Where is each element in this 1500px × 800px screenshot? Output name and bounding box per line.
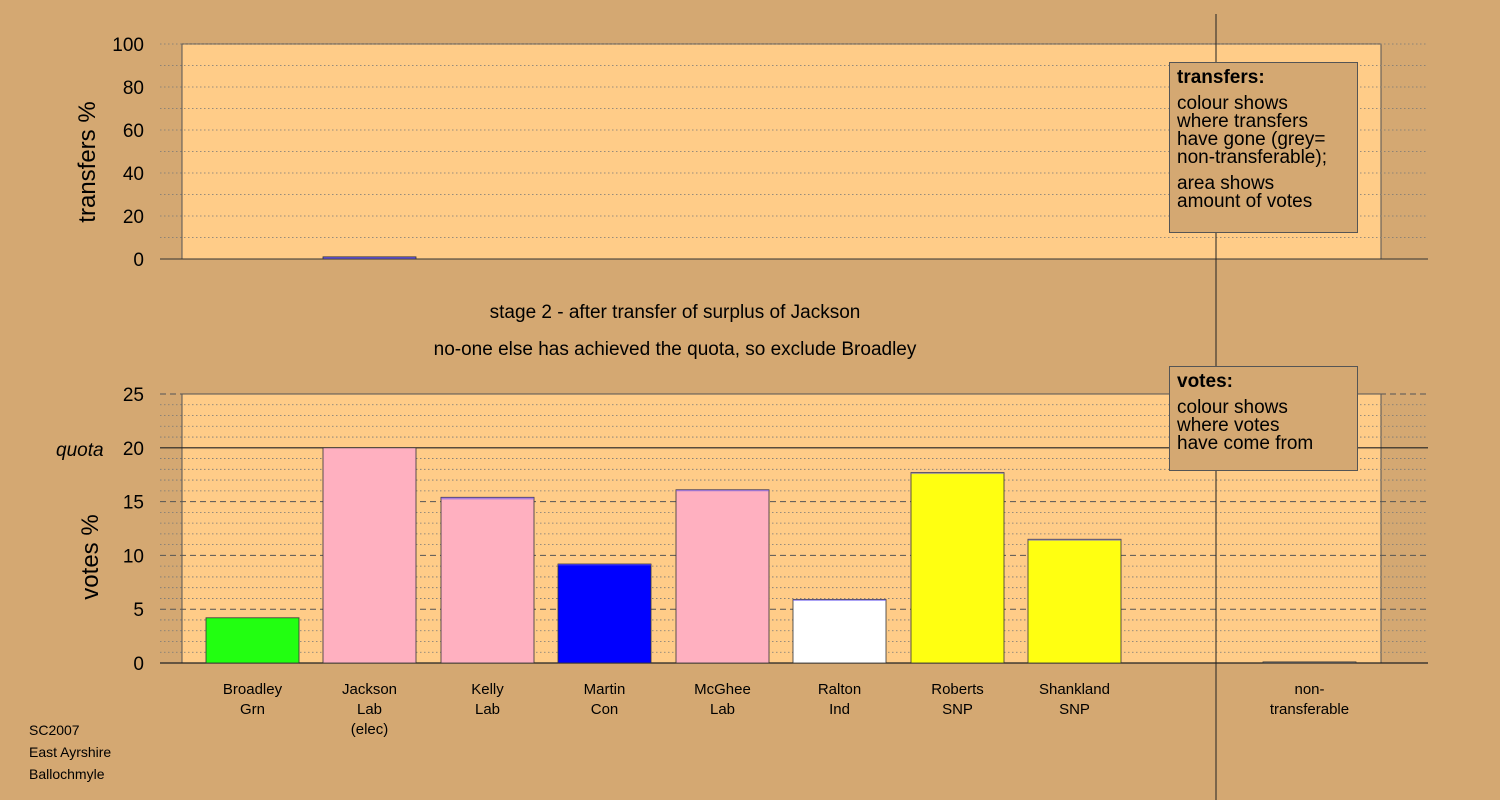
transfers-legend: transfers: colour shows where transfers … bbox=[1169, 62, 1358, 233]
category-label: Ralton bbox=[818, 681, 861, 698]
transfers-legend-title: transfers: bbox=[1177, 67, 1265, 88]
vote-bar bbox=[205, 617, 300, 664]
category-label: Lab bbox=[710, 701, 735, 718]
transfers-legend-text-6: amount of votes bbox=[1177, 191, 1313, 212]
votes-y-tick-label: 25 bbox=[123, 385, 144, 406]
transfers-legend-text-1: colour shows bbox=[1177, 93, 1288, 114]
vote-bar bbox=[910, 472, 1005, 664]
transfers-y-tick-label: 100 bbox=[112, 35, 144, 56]
votes-y-tick-label: 20 bbox=[123, 439, 144, 460]
category-label: McGhee bbox=[694, 681, 751, 698]
exclusion-subtitle: no-one else has achieved the quota, so e… bbox=[434, 339, 917, 360]
vote-transfer-segment bbox=[793, 599, 886, 602]
vote-bar bbox=[1262, 661, 1357, 664]
category-label: Martin bbox=[584, 681, 626, 698]
election-footer: SC2007 East Ayrshire Ballochmyle bbox=[29, 719, 111, 785]
category-label: non- bbox=[1294, 681, 1324, 698]
category-label: transferable bbox=[1270, 701, 1349, 718]
category-label: Jackson bbox=[342, 681, 397, 698]
category-label: Kelly bbox=[471, 681, 504, 698]
votes-legend-text-2: where votes bbox=[1177, 415, 1280, 436]
category-label: SNP bbox=[1059, 701, 1090, 718]
category-label: Broadley bbox=[223, 681, 283, 698]
vote-bar bbox=[792, 599, 887, 664]
vote-bar bbox=[557, 563, 652, 664]
vote-bar bbox=[675, 489, 770, 664]
votes-legend-text-1: colour shows bbox=[1177, 397, 1288, 418]
category-label: SNP bbox=[942, 701, 973, 718]
vote-transfer-segment bbox=[1028, 539, 1121, 541]
transfers-legend-text-4: non-transferable); bbox=[1177, 147, 1327, 168]
votes-y-tick-label: 10 bbox=[123, 546, 144, 567]
category-label: Shankland bbox=[1039, 681, 1110, 698]
transfers-legend-text-5: area shows bbox=[1177, 173, 1275, 194]
footer-ward: Ballochmyle bbox=[29, 766, 105, 782]
category-label: Grn bbox=[240, 701, 265, 718]
vote-transfer-segment bbox=[911, 472, 1004, 475]
quota-label: quota bbox=[56, 440, 104, 461]
footer-election-code: SC2007 bbox=[29, 722, 80, 738]
votes-legend-title: votes: bbox=[1177, 371, 1233, 392]
transfers-y-tick-label: 40 bbox=[123, 164, 144, 185]
transfers-legend-text-3: have gone (grey= bbox=[1177, 129, 1326, 150]
category-label: Lab bbox=[475, 701, 500, 718]
votes-legend-text-3: have come from bbox=[1177, 433, 1314, 454]
category-label: Roberts bbox=[931, 681, 984, 698]
category-label: Ind bbox=[829, 701, 850, 718]
vote-transfer-segment bbox=[441, 497, 534, 500]
transfers-y-tick-label: 80 bbox=[123, 78, 144, 99]
bottom-y-axis-label: votes % bbox=[77, 514, 104, 599]
transfers-legend-text-2: where transfers bbox=[1177, 111, 1308, 132]
votes-y-tick-label: 5 bbox=[133, 600, 144, 621]
vote-bar bbox=[1027, 538, 1122, 664]
category-label: (elec) bbox=[351, 721, 389, 738]
transfers-y-tick-label: 20 bbox=[123, 207, 144, 228]
category-label: Lab bbox=[357, 701, 382, 718]
vote-transfer-segment bbox=[676, 489, 769, 492]
vote-transfer-segment bbox=[558, 564, 651, 566]
votes-y-tick-label: 15 bbox=[123, 493, 144, 514]
votes-legend: votes: colour shows where votes have com… bbox=[1169, 366, 1358, 471]
vote-bar bbox=[440, 496, 535, 664]
footer-council: East Ayrshire bbox=[29, 744, 112, 760]
category-label: Con bbox=[591, 701, 619, 718]
transfers-y-tick-label: 60 bbox=[123, 121, 144, 142]
top-y-axis-label: transfers % bbox=[74, 101, 101, 222]
transfer-bar bbox=[322, 256, 417, 260]
stage-subtitle: stage 2 - after transfer of surplus of J… bbox=[490, 302, 861, 323]
votes-y-tick-label: 0 bbox=[133, 654, 144, 675]
transfers-y-tick-label: 0 bbox=[133, 250, 144, 271]
vote-bar bbox=[322, 447, 417, 664]
